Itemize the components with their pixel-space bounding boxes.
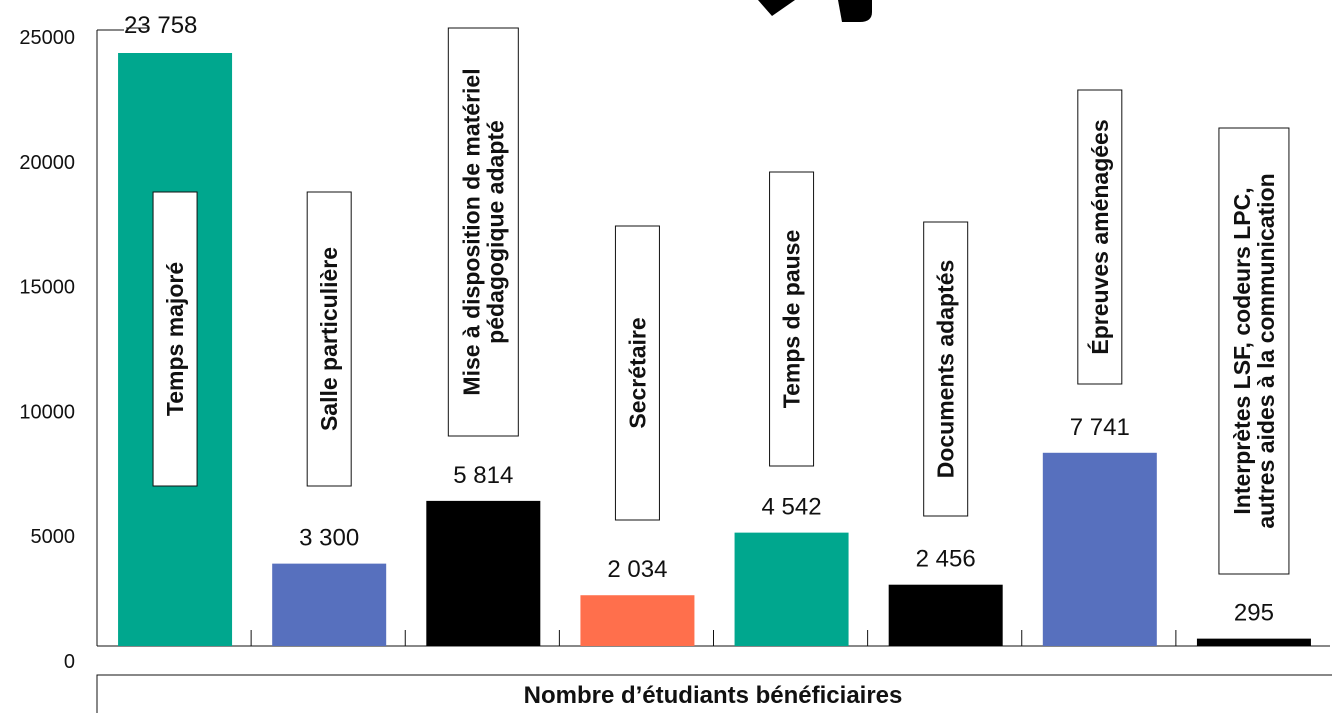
y-tick-label: 20000 <box>19 152 75 174</box>
bar <box>426 500 541 646</box>
category-label-group: Secrétaire <box>624 317 650 428</box>
bar <box>1196 638 1311 646</box>
value-label: 3 300 <box>299 525 359 552</box>
value-label: 7 741 <box>1070 414 1130 441</box>
y-tick-label: 0 <box>64 651 75 673</box>
y-tick-label: 5000 <box>31 526 76 548</box>
category-label: Temps majoré <box>162 262 188 416</box>
category-label: Salle particulière <box>316 247 342 431</box>
chart-bars <box>118 53 1311 647</box>
value-label: 2 034 <box>607 556 667 583</box>
category-label: Interprètes LSF, codeurs LPC, <box>1229 187 1255 514</box>
category-label: pédagogique adapté <box>482 120 508 344</box>
category-label-group: Interprètes LSF, codeurs LPC,autres aide… <box>1229 173 1279 528</box>
x-axis-label-box <box>96 674 1332 713</box>
logo-fragment <box>758 0 872 22</box>
value-label: 5 814 <box>453 462 513 489</box>
value-label: 4 542 <box>762 494 822 521</box>
chart-axes: 0 5000 10000 15000 20000 25000 Nombre d’étudia… <box>19 27 1332 713</box>
y-tick-label: 25000 <box>19 27 75 49</box>
category-label-group: Temps majoré <box>162 262 188 416</box>
category-label-box <box>447 27 519 437</box>
category-label: Épreuves aménagées <box>1086 119 1113 354</box>
category-label: Secrétaire <box>624 317 650 428</box>
category-label-group: Mise à disposition de matérielpédagogiqu… <box>458 68 508 395</box>
value-label: 23 758 <box>124 12 197 39</box>
category-label-box <box>306 191 352 487</box>
bar <box>1042 452 1157 646</box>
category-label: Temps de pause <box>779 230 805 409</box>
category-label: Documents adaptés <box>933 260 959 479</box>
category-label-group: Temps de pause <box>779 230 805 409</box>
value-label: 2 456 <box>916 546 976 573</box>
bar <box>734 532 849 646</box>
x-axis-label: Nombre d’étudiants bénéficiaires <box>524 682 903 709</box>
category-label-box <box>614 225 660 521</box>
category-label: autres aides à la communication <box>1253 173 1279 528</box>
category-label-group: Salle particulière <box>316 247 342 431</box>
bar <box>580 595 695 646</box>
category-label-box <box>152 191 198 487</box>
category-label-box <box>1218 127 1290 575</box>
y-tick-label: 15000 <box>19 277 75 299</box>
chart-labels: 23 758 Temps majoré 3 300 Salle particulièr… <box>124 12 1290 627</box>
category-label-group: Épreuves aménagées <box>1086 119 1113 354</box>
category-label-box <box>923 221 969 517</box>
bar <box>888 584 1003 646</box>
y-tick-label: 10000 <box>19 401 75 423</box>
category-label-group: Documents adaptés <box>933 260 959 479</box>
value-label: 295 <box>1234 600 1274 627</box>
bar <box>272 563 387 646</box>
category-label: Mise à disposition de matériel <box>458 68 484 395</box>
category-label-box <box>1077 89 1123 385</box>
category-label-box <box>769 171 815 467</box>
